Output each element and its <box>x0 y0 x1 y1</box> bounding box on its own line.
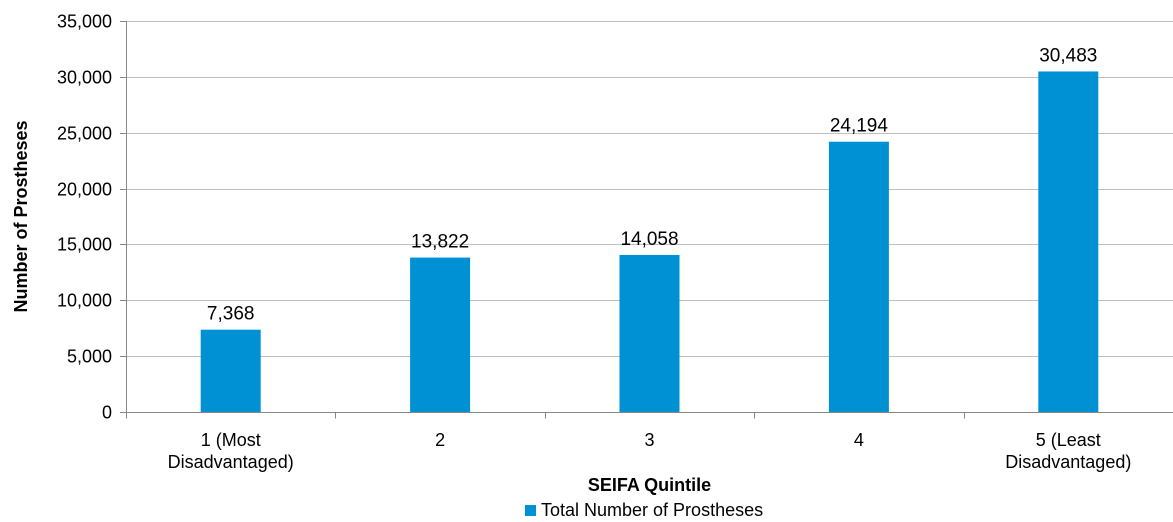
x-tick-label-line: 1 (Most <box>201 430 261 450</box>
y-tick-label: 35,000 <box>57 12 112 32</box>
y-axis-title: Number of Prostheses <box>11 120 31 312</box>
bar <box>200 329 261 412</box>
y-tick-label: 5,000 <box>67 347 112 367</box>
bar <box>410 257 471 412</box>
gridlines <box>120 21 1173 419</box>
data-label: 30,483 <box>1039 45 1097 66</box>
x-axis-title: SEIFA Quintile <box>588 475 711 495</box>
data-label: 7,368 <box>207 304 255 325</box>
x-tick-label-line: Disadvantaged) <box>168 452 294 472</box>
x-tick-label: 4 <box>854 430 864 450</box>
x-tick-label-line: 4 <box>854 430 864 450</box>
x-axis-ticks: 1 (Most Disadvantaged)2 3 4 5 (Least Disadvan… <box>168 430 1132 472</box>
x-tick-label-line: 2 <box>435 430 445 450</box>
x-tick-label: 1 (Most Disadvantaged) <box>168 430 294 472</box>
y-tick-label: 20,000 <box>57 180 112 200</box>
data-label: 13,822 <box>411 232 469 253</box>
bar <box>619 254 680 412</box>
bar <box>828 141 889 413</box>
y-axis-ticks: 0 5,000 10,000 15,000 20,000 25,000 30,000 35,0… <box>57 12 112 423</box>
data-label: 24,194 <box>830 116 889 137</box>
x-tick-label-line: 3 <box>644 430 654 450</box>
x-tick-label-line: Disadvantaged) <box>1005 452 1131 472</box>
data-labels: 7,368 13,822 14,058 24,194 30,483 <box>207 45 1097 324</box>
y-tick-label: 25,000 <box>57 124 112 144</box>
legend-swatch <box>525 505 536 516</box>
legend-label: Total Number of Prostheses <box>541 500 763 520</box>
bar <box>1038 71 1099 413</box>
y-tick-label: 15,000 <box>57 235 112 255</box>
x-tick-label: 5 (Least Disadvantaged) <box>1005 430 1131 472</box>
x-tick-label: 3 <box>644 430 654 450</box>
x-tick-label: 2 <box>435 430 445 450</box>
y-tick-label: 10,000 <box>57 291 112 311</box>
bars <box>200 71 1099 413</box>
y-tick-label: 30,000 <box>57 68 112 88</box>
x-tick-label-line: 5 (Least <box>1036 430 1101 450</box>
data-label: 14,058 <box>620 229 678 250</box>
y-tick-label: 0 <box>102 403 112 423</box>
legend: Total Number of Prostheses <box>525 500 763 520</box>
